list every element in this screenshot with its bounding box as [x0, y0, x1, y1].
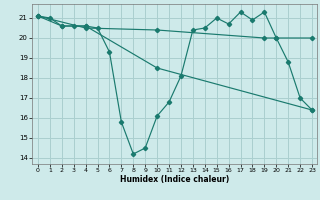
X-axis label: Humidex (Indice chaleur): Humidex (Indice chaleur) — [120, 175, 229, 184]
